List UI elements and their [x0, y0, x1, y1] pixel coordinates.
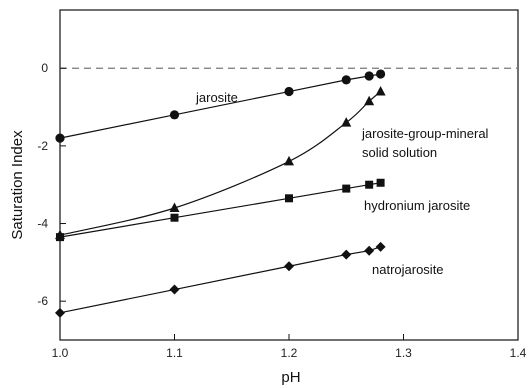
natrojarosite-point [375, 241, 386, 252]
jarosite-point [364, 71, 374, 81]
jarosite-point [55, 133, 65, 143]
x-tick-label: 1.4 [510, 346, 527, 360]
y-axis-label: Saturation Index [9, 130, 26, 240]
solid-solution-point [364, 95, 375, 106]
hydronium-jarosite-point [376, 178, 385, 187]
jarosite-point [341, 75, 351, 85]
y-tick-label: -6 [37, 294, 48, 308]
solid-solution-label: solid solution [362, 145, 437, 160]
hydronium-jarosite-point [342, 184, 351, 193]
hydronium-jarosite-label: hydronium jarosite [364, 198, 470, 213]
x-tick-label: 1.3 [395, 346, 412, 360]
solid-solution-point [375, 86, 386, 96]
jarosite-point [284, 86, 294, 97]
x-axis-label: pH [281, 369, 300, 386]
x-tick-label: 1.1 [166, 346, 183, 360]
y-tick-label: -4 [37, 217, 48, 231]
x-tick-label: 1.0 [52, 346, 69, 360]
solid-solution-label: jarosite-group-mineral [361, 126, 489, 141]
natrojarosite-point [284, 261, 294, 272]
natrojarosite-point [169, 284, 180, 295]
jarosite-point [169, 110, 180, 120]
hydronium-jarosite-point [365, 180, 374, 189]
hydronium-jarosite-point [170, 213, 179, 222]
jarosite-point [376, 69, 386, 79]
solid-solution-point [341, 117, 352, 127]
solid-solution-point [169, 202, 180, 212]
y-tick-label: 0 [41, 61, 48, 75]
plot-frame [59, 9, 519, 341]
natrojarosite-point [341, 249, 352, 260]
hydronium-jarosite-point [56, 233, 64, 242]
solid-solution-line [59, 91, 381, 236]
x-tick-label: 1.2 [281, 346, 298, 360]
natrojarosite-point [364, 245, 375, 256]
hydronium-jarosite-point [285, 194, 293, 203]
natrojarosite-label: natrojarosite [372, 262, 444, 277]
y-tick-label: -2 [37, 139, 48, 153]
jarosite-line [59, 73, 381, 139]
jarosite-label: jarosite [195, 90, 238, 105]
natrojarosite-point [55, 307, 65, 318]
natrojarosite-line [59, 246, 381, 314]
solid-solution-point [284, 155, 294, 166]
